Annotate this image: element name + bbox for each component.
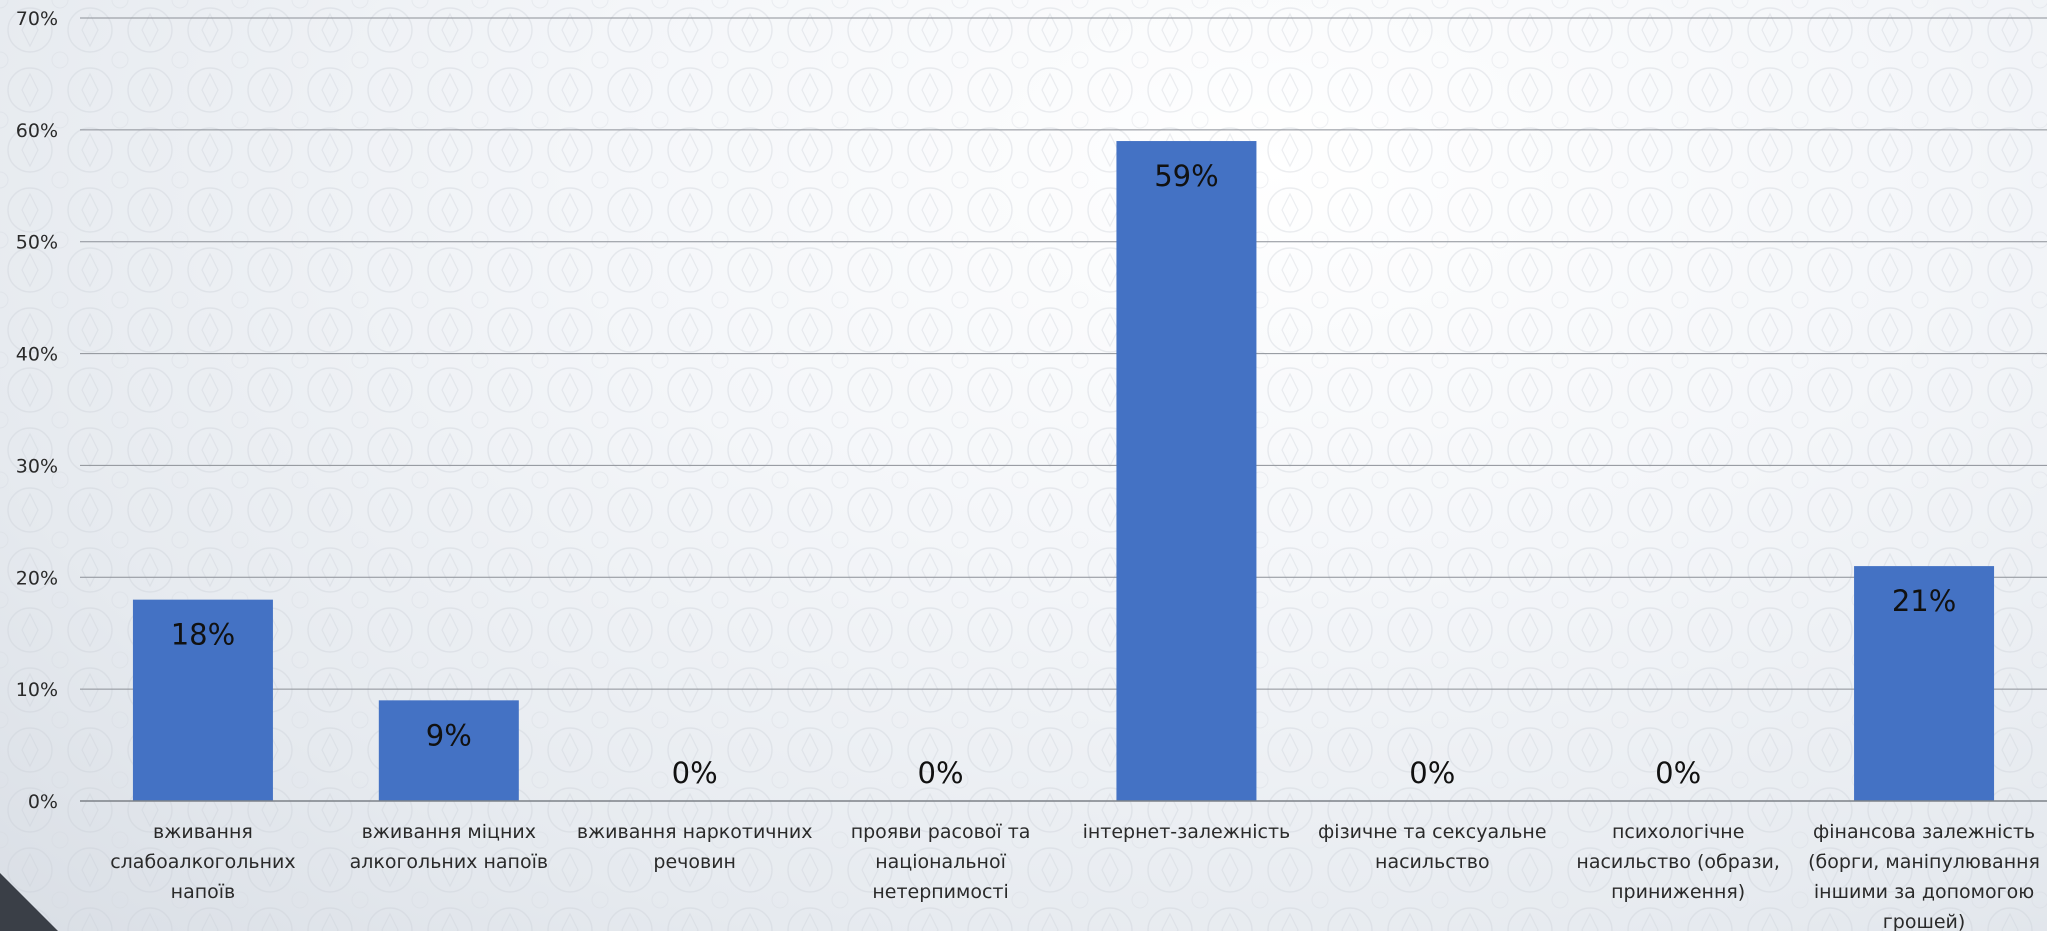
- data-label: 0%: [1409, 756, 1455, 790]
- category-label-line: речовин: [653, 851, 736, 873]
- y-tick-label: 50%: [16, 232, 58, 254]
- category-label-line: фізичне та сексуальне: [1318, 821, 1547, 843]
- bar: [1854, 566, 1995, 801]
- category-label-line: психологічне: [1612, 821, 1744, 843]
- category-label-line: (борги, маніпулювання: [1808, 851, 2040, 873]
- bar: [132, 599, 273, 801]
- category-label-line: алкогольних напоїв: [350, 851, 548, 873]
- y-tick-label: 70%: [16, 8, 58, 30]
- category-label-line: прояви расової та: [851, 821, 1031, 843]
- data-label: 0%: [1655, 756, 1701, 790]
- category-label-line: вживання міцних: [362, 821, 536, 843]
- data-label: 0%: [672, 756, 718, 790]
- y-tick-label: 0%: [28, 791, 58, 813]
- category-label: фінансова залежність (борги, маніпулюванн…: [1808, 821, 2040, 931]
- x-axis-categories: вживання слабоалкогольних напоїв вживання м…: [110, 821, 2040, 931]
- bar: [378, 700, 519, 801]
- category-label-line: національної: [875, 851, 1006, 873]
- y-tick-label: 40%: [16, 344, 58, 366]
- category-label-line: напоїв: [171, 881, 236, 903]
- data-label: 59%: [1154, 159, 1218, 193]
- category-label-line: інтернет-залежність: [1083, 821, 1291, 843]
- category-label-line: приниження): [1611, 881, 1745, 903]
- category-label-line: насильство (образи,: [1576, 851, 1780, 873]
- data-label: 9%: [426, 718, 472, 752]
- y-tick-label: 20%: [16, 567, 58, 589]
- category-label-line: іншими за допомогою: [1814, 881, 2034, 903]
- category-label: фізичне та сексуальне насильство: [1318, 821, 1547, 873]
- category-label: прояви расової та національної нетерпимост…: [851, 821, 1031, 903]
- category-label-line: вживання наркотичних: [577, 821, 813, 843]
- category-label: вживання слабоалкогольних напоїв: [110, 821, 295, 903]
- data-label: 18%: [171, 618, 235, 652]
- data-label: 21%: [1892, 584, 1956, 618]
- category-label: вживання міцних алкогольних напоїв: [350, 821, 548, 873]
- category-label: вживання наркотичних речовин: [577, 821, 813, 873]
- category-label-line: вживання: [153, 821, 253, 843]
- category-label-line: фінансова залежність: [1813, 821, 2035, 843]
- category-label-line: насильство: [1375, 851, 1490, 873]
- bars: [132, 141, 1995, 802]
- category-label: інтернет-залежність: [1083, 821, 1291, 843]
- corner-accent: [0, 873, 58, 931]
- y-tick-label: 30%: [16, 455, 58, 477]
- bar: [1116, 141, 1257, 802]
- gridlines: [80, 17, 2047, 690]
- data-label: 0%: [918, 756, 964, 790]
- category-label-line: грошей): [1883, 911, 1966, 931]
- y-tick-label: 60%: [16, 120, 58, 142]
- y-tick-label: 10%: [16, 679, 58, 701]
- category-label-line: нетерпимості: [872, 881, 1008, 903]
- data-labels: 18% 9% 0% 0% 59% 0% 0% 21%: [171, 159, 1957, 790]
- category-label-line: слабоалкогольних: [110, 851, 295, 873]
- y-axis-ticks: 0% 10% 20% 30% 40% 50% 60% 70%: [16, 8, 58, 813]
- category-label: психологічне насильство (образи, приниженн…: [1576, 821, 1780, 903]
